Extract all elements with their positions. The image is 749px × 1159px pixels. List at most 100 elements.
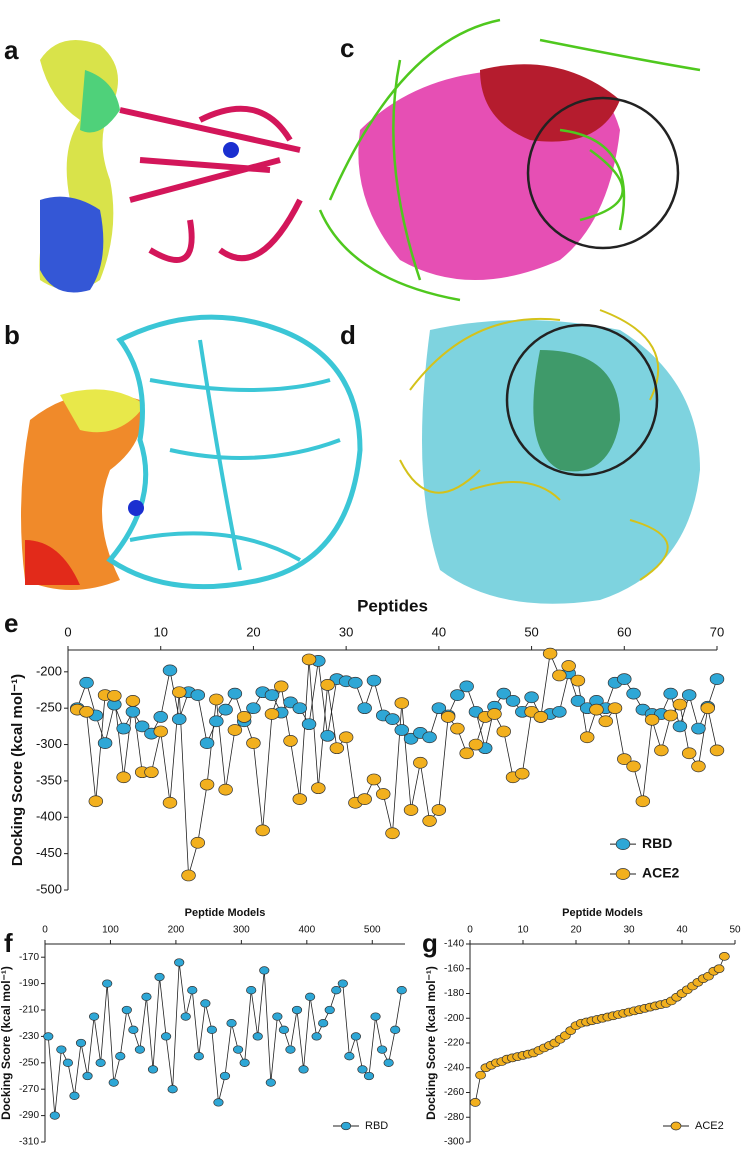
data-point xyxy=(209,715,224,728)
data-point xyxy=(206,1025,218,1034)
panel-label: a xyxy=(4,35,19,65)
data-point xyxy=(236,711,252,723)
data-point xyxy=(246,986,257,995)
series-line xyxy=(76,660,718,749)
data-point xyxy=(162,664,178,677)
data-point xyxy=(121,1005,132,1015)
data-point xyxy=(226,1019,237,1028)
surface xyxy=(40,196,104,293)
ribbon xyxy=(106,314,363,590)
data-point xyxy=(79,676,94,689)
data-point xyxy=(348,676,363,689)
surface xyxy=(80,70,120,133)
data-point xyxy=(396,986,407,995)
data-point xyxy=(542,647,558,660)
y-tick-label: -400 xyxy=(36,809,62,824)
data-point xyxy=(125,695,141,707)
data-point xyxy=(403,804,419,816)
y-axis-title: Docking Score (kcal mol⁻¹) xyxy=(424,966,438,1120)
y-tick-label: -260 xyxy=(444,1087,464,1098)
x-tick-label: 30 xyxy=(623,925,635,936)
panel-label: c xyxy=(340,33,354,63)
data-point xyxy=(324,1005,335,1015)
y-tick-label: -270 xyxy=(19,1084,39,1095)
x-tick-label: 0 xyxy=(467,925,473,936)
y-tick-label: -200 xyxy=(36,663,62,678)
data-point xyxy=(487,708,502,720)
data-point xyxy=(363,1071,375,1081)
y-tick-label: -160 xyxy=(444,963,464,974)
data-point xyxy=(681,747,697,760)
data-point xyxy=(383,1058,394,1067)
ribbon xyxy=(399,309,669,581)
data-point xyxy=(469,1098,481,1107)
data-point xyxy=(385,827,400,840)
data-point xyxy=(654,744,669,757)
data-point xyxy=(200,999,211,1008)
data-point xyxy=(95,1058,106,1067)
x-tick-label: 200 xyxy=(168,925,185,936)
data-point xyxy=(128,1025,139,1034)
panel-label: b xyxy=(4,320,20,350)
data-point xyxy=(440,711,456,723)
y-tick-label: -280 xyxy=(444,1112,464,1123)
legend-label: ACE2 xyxy=(695,1120,724,1132)
data-point xyxy=(626,760,641,773)
data-point xyxy=(589,703,604,716)
data-point xyxy=(617,753,632,765)
data-point xyxy=(259,966,270,975)
data-point xyxy=(199,737,215,749)
data-point xyxy=(366,674,382,687)
panel-label: g xyxy=(422,928,438,958)
data-point xyxy=(331,986,342,995)
structure-d xyxy=(399,309,700,604)
data-point xyxy=(496,725,511,738)
data-point xyxy=(505,695,521,707)
data-point xyxy=(239,1058,250,1067)
data-point xyxy=(264,708,280,720)
data-point xyxy=(172,686,187,699)
legend-marker xyxy=(340,1121,352,1131)
data-point xyxy=(450,689,465,701)
data-point xyxy=(49,1111,60,1120)
data-point xyxy=(431,804,447,816)
panel-label: e xyxy=(4,608,18,638)
y-axis-title: Docking Score (kcal mol⁻¹) xyxy=(0,966,13,1120)
data-point xyxy=(376,788,391,800)
data-point xyxy=(292,702,308,715)
data-point xyxy=(617,673,632,685)
data-point xyxy=(357,793,372,805)
data-point xyxy=(700,702,715,715)
data-point xyxy=(719,952,730,961)
data-point xyxy=(318,1019,329,1028)
structure-b xyxy=(21,314,363,590)
data-point xyxy=(255,824,270,837)
ribbon xyxy=(129,339,341,571)
data-point xyxy=(116,722,131,735)
y-tick-label: -200 xyxy=(444,1013,464,1024)
y-tick-label: -220 xyxy=(444,1038,464,1049)
data-point xyxy=(298,1065,309,1074)
surface xyxy=(21,393,142,590)
x-tick-label: 500 xyxy=(364,925,381,936)
data-point xyxy=(172,713,187,725)
y-tick-label: -500 xyxy=(36,881,62,896)
y-tick-label: -350 xyxy=(36,772,62,787)
data-point xyxy=(274,680,289,693)
data-point xyxy=(450,722,465,735)
structure-a xyxy=(39,40,303,293)
x-tick-label: 20 xyxy=(570,925,582,936)
data-point xyxy=(162,796,178,809)
data-point xyxy=(607,702,623,715)
surface xyxy=(533,350,620,472)
x-tick-label: 300 xyxy=(233,925,250,936)
surface xyxy=(25,540,80,585)
data-point xyxy=(431,702,447,715)
data-point xyxy=(147,1065,159,1074)
data-point xyxy=(190,689,206,701)
data-point xyxy=(524,691,539,704)
x-tick-label: 0 xyxy=(42,925,48,936)
data-point xyxy=(329,742,345,755)
series-line xyxy=(77,652,718,876)
data-point xyxy=(413,756,428,769)
